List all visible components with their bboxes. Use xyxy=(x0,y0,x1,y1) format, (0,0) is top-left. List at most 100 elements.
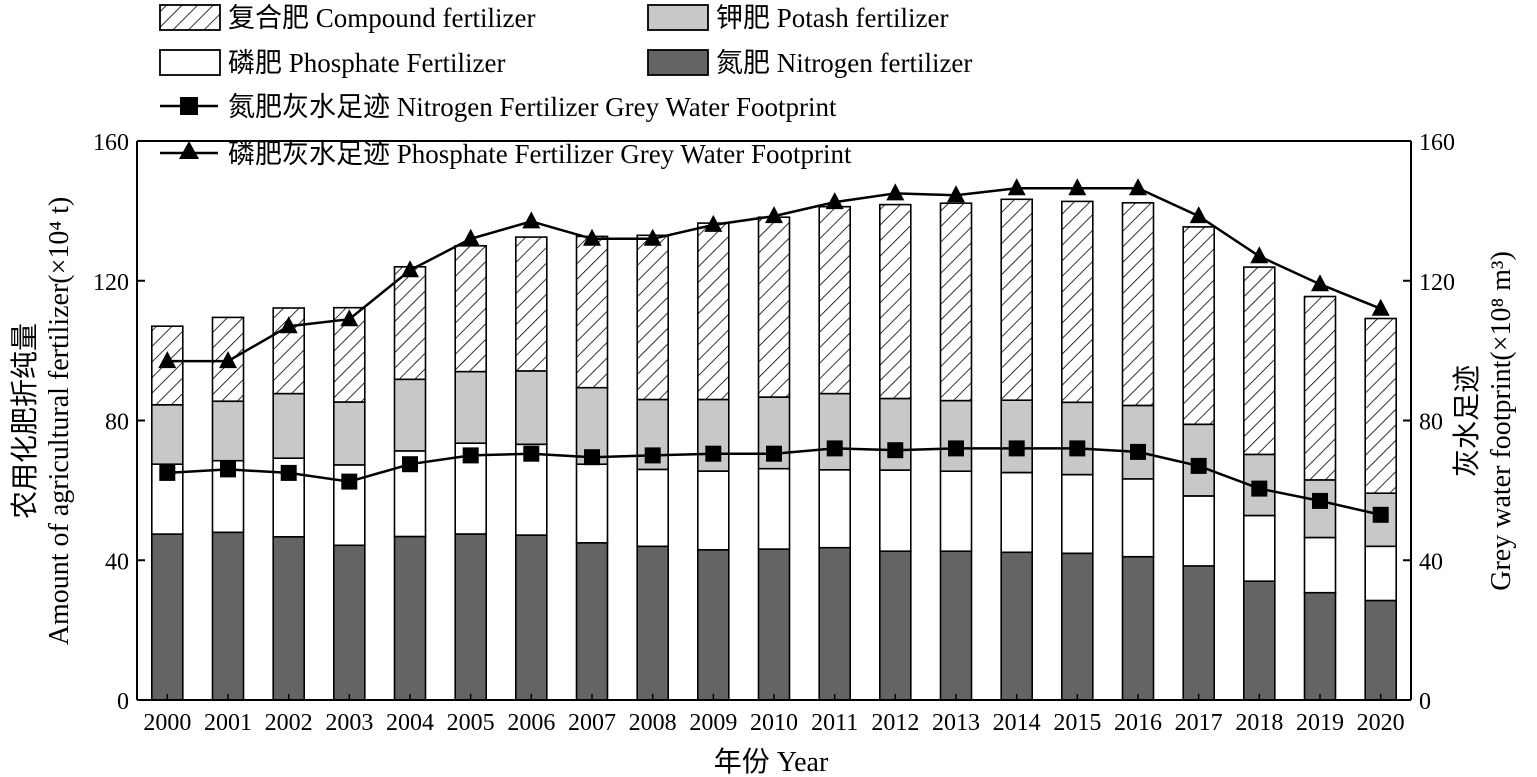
bar-nitrogen-2006 xyxy=(514,534,548,701)
x-tick-label-2006: 2006 xyxy=(507,710,555,736)
point-phosphate_gwf-2002 xyxy=(279,316,298,334)
point-phosphate_gwf-2013 xyxy=(947,185,965,203)
x-tick-label-2010: 2010 xyxy=(750,710,798,736)
legend-swatch-nitrogen xyxy=(647,49,709,76)
point-nitrogen_gwf-2008 xyxy=(644,447,661,464)
point-phosphate_gwf-2006 xyxy=(522,211,541,229)
point-nitrogen_gwf-2002 xyxy=(280,464,297,481)
y-tick-label-80: 80 xyxy=(105,410,129,436)
legend-marker-triangle xyxy=(179,141,199,159)
x-tick-label-2020: 2020 xyxy=(1357,710,1405,736)
bar-potash-2015 xyxy=(1061,401,1094,476)
bar-potash-2002 xyxy=(272,392,306,460)
point-phosphate_gwf-2018 xyxy=(1250,246,1269,264)
bar-nitrogen-2019 xyxy=(1303,591,1337,701)
x-tick-label-2002: 2002 xyxy=(265,710,313,736)
x-tick-label-2000: 2000 xyxy=(143,710,191,736)
y2-tick-label-160: 160 xyxy=(1419,130,1455,156)
point-nitrogen_gwf-2019 xyxy=(1312,492,1328,509)
legend-marker-square xyxy=(180,97,198,115)
bar-compound-2020 xyxy=(1364,317,1397,494)
x-tick-label-2013: 2013 xyxy=(932,710,980,736)
bar-compound-2015 xyxy=(1061,200,1094,404)
y2-axis-title-cn: 灰水足迹 xyxy=(1451,365,1483,477)
bar-compound-2018 xyxy=(1243,266,1276,456)
axes-layer: 0 40 80 120 160 0 40 80 120 160 2000 2001 2002 2003 20… xyxy=(93,130,1455,736)
x-tick-label-2009: 2009 xyxy=(689,710,737,736)
bar-potash-2003 xyxy=(332,401,366,466)
y-tick-label-0: 0 xyxy=(117,689,129,715)
point-nitrogen_gwf-2001 xyxy=(220,461,236,478)
bar-phosphate-2014 xyxy=(1000,471,1034,554)
x-tick-label-2007: 2007 xyxy=(568,710,616,736)
point-nitrogen_gwf-2004 xyxy=(402,456,418,473)
point-nitrogen_gwf-2017 xyxy=(1190,457,1207,474)
bar-nitrogen-2012 xyxy=(878,550,912,701)
y2-tick-label-80: 80 xyxy=(1419,410,1443,436)
x-tick-label-2012: 2012 xyxy=(871,710,919,736)
bar-potash-2000 xyxy=(151,403,184,465)
bar-potash-2006 xyxy=(514,370,548,446)
bar-nitrogen-2010 xyxy=(757,548,791,701)
bar-nitrogen-2017 xyxy=(1182,564,1215,701)
legend-swatch-potash xyxy=(647,4,709,31)
point-nitrogen_gwf-2009 xyxy=(705,445,722,462)
bar-nitrogen-2000 xyxy=(151,533,184,701)
bar-potash-2011 xyxy=(818,392,852,471)
bar-nitrogen-2007 xyxy=(575,541,609,701)
bar-phosphate-2009 xyxy=(696,470,730,551)
x-axis-title: 年份 Year xyxy=(714,746,829,777)
point-nitrogen_gwf-2018 xyxy=(1251,480,1268,497)
bar-compound-2013 xyxy=(939,202,973,402)
bar-compound-2010 xyxy=(757,216,791,398)
x-tick-label-2005: 2005 xyxy=(447,710,495,736)
bar-nitrogen-2002 xyxy=(272,535,306,701)
bar-nitrogen-2009 xyxy=(696,548,730,701)
point-phosphate_gwf-2003 xyxy=(340,309,359,327)
bar-phosphate-2010 xyxy=(757,467,791,550)
point-phosphate_gwf-2005 xyxy=(461,228,480,246)
y-tick-label-160: 160 xyxy=(93,130,129,156)
bar-compound-2006 xyxy=(514,236,548,372)
point-nitrogen_gwf-2015 xyxy=(1069,440,1086,457)
point-phosphate_gwf-2000 xyxy=(158,351,177,369)
bar-phosphate-2007 xyxy=(575,463,609,544)
bar-compound-2016 xyxy=(1121,202,1155,407)
point-nitrogen_gwf-2000 xyxy=(159,464,176,481)
x-tick-label-2017: 2017 xyxy=(1175,710,1223,736)
bar-potash-2001 xyxy=(211,400,245,462)
y-axis-title-en: Amount of agricultural fertilizer(×10⁴ t… xyxy=(44,197,75,646)
bar-nitrogen-2004 xyxy=(393,535,427,701)
x-tick-label-2001: 2001 xyxy=(204,710,252,736)
legend-label-nitrogen-gwf: 氮肥灰水足迹 Nitrogen Fertilizer Grey Water Fo… xyxy=(228,92,837,122)
lines-layer xyxy=(158,178,1390,523)
point-nitrogen_gwf-2012 xyxy=(887,442,904,459)
point-phosphate_gwf-2008 xyxy=(643,228,662,246)
point-phosphate_gwf-2012 xyxy=(886,183,905,201)
y-tick-label-120: 120 xyxy=(93,270,129,296)
legend-label-potash: 钾肥 Potash fertilizer xyxy=(716,3,948,33)
bar-phosphate-2018 xyxy=(1243,514,1276,582)
bar-potash-2005 xyxy=(454,370,488,445)
point-nitrogen_gwf-2006 xyxy=(523,445,540,462)
bar-nitrogen-2001 xyxy=(211,531,245,701)
bar-compound-2007 xyxy=(575,235,609,389)
x-tick-label-2016: 2016 xyxy=(1114,710,1162,736)
bar-compound-2004 xyxy=(393,265,427,381)
bar-phosphate-2020 xyxy=(1364,545,1397,602)
point-phosphate_gwf-2020 xyxy=(1371,298,1390,316)
bar-phosphate-2008 xyxy=(636,468,670,548)
bar-phosphate-2016 xyxy=(1121,477,1155,558)
y2-tick-label-120: 120 xyxy=(1419,270,1455,296)
bar-phosphate-2012 xyxy=(878,469,912,553)
bar-nitrogen-2014 xyxy=(1000,551,1034,701)
x-tick-label-2019: 2019 xyxy=(1296,710,1344,736)
point-phosphate_gwf-2009 xyxy=(704,214,723,232)
point-phosphate_gwf-2004 xyxy=(401,260,419,278)
point-phosphate_gwf-2019 xyxy=(1311,274,1329,292)
point-phosphate_gwf-2011 xyxy=(825,192,844,210)
bar-phosphate-2015 xyxy=(1061,473,1094,555)
y-tick-label-40: 40 xyxy=(105,549,129,575)
